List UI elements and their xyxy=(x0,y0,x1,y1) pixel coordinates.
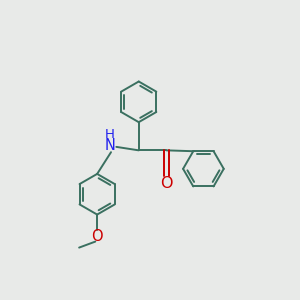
Text: O: O xyxy=(91,229,103,244)
Text: H: H xyxy=(105,128,115,141)
Text: O: O xyxy=(160,176,173,191)
Text: N: N xyxy=(104,138,115,153)
